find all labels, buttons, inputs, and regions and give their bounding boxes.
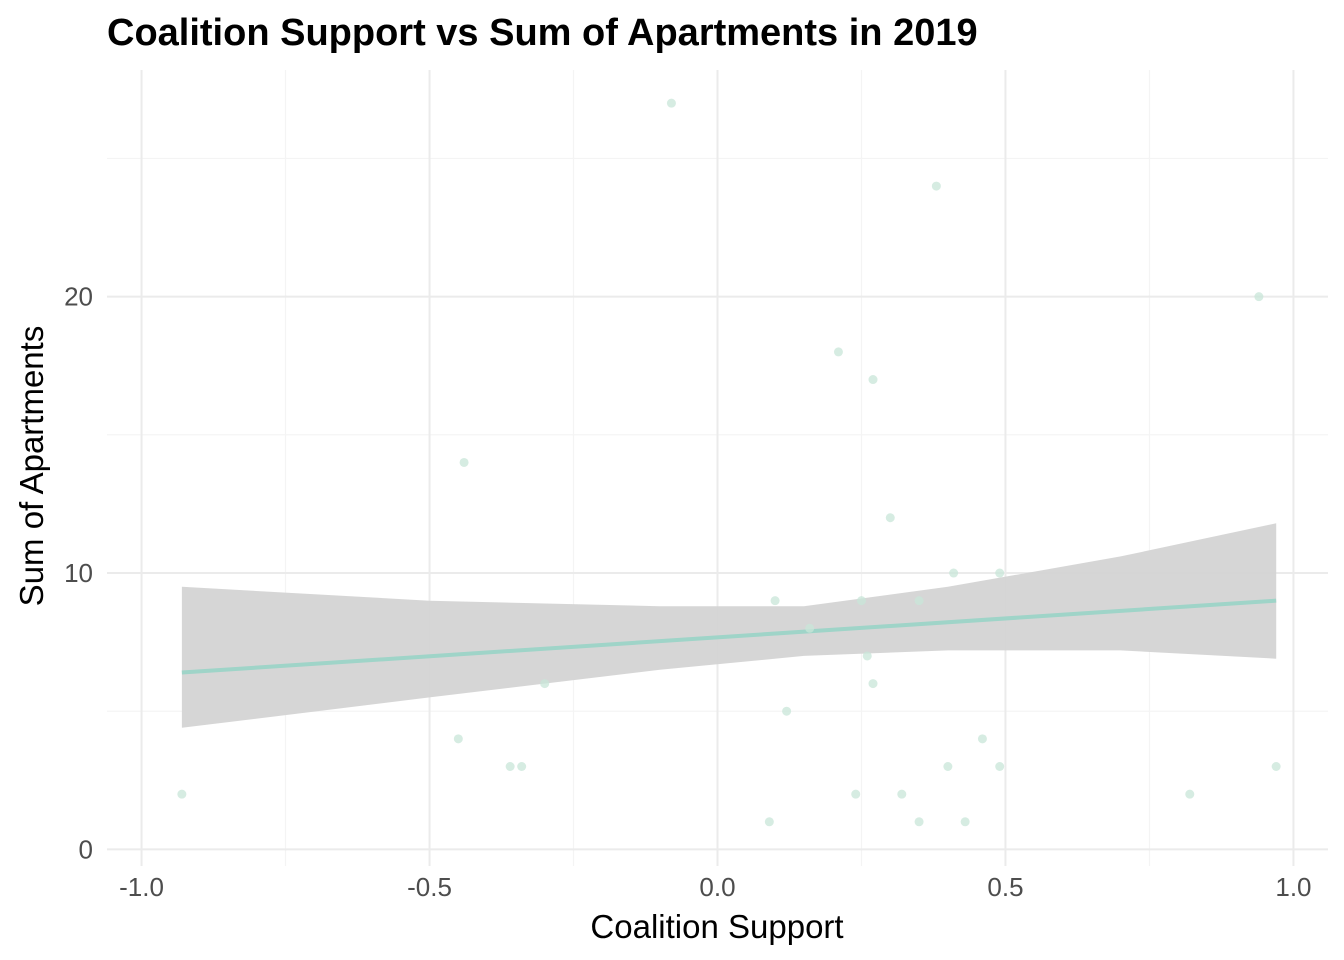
data-point (177, 789, 187, 799)
data-point (897, 789, 907, 799)
data-point (868, 375, 878, 385)
x-tick-label: 0.5 (987, 872, 1023, 902)
x-tick-label: 1.0 (1275, 872, 1311, 902)
data-point (833, 347, 843, 357)
data-point (995, 762, 1005, 771)
data-point (914, 596, 924, 606)
data-point (949, 568, 959, 578)
x-axis-label: Coalition Support (590, 908, 843, 945)
trend-line-layer (181, 598, 1277, 675)
trend-line (181, 598, 1277, 675)
data-point (517, 762, 527, 771)
y-tick-label: 0 (79, 834, 93, 864)
data-point (885, 513, 895, 523)
data-point (666, 98, 676, 108)
data-point (862, 651, 872, 661)
data-point (1271, 762, 1281, 771)
y-tick-label: 20 (64, 282, 93, 312)
data-point (851, 789, 861, 799)
data-point (453, 734, 463, 744)
confidence-ribbon-layer (181, 523, 1277, 728)
data-point (977, 734, 987, 744)
data-point (995, 568, 1005, 578)
data-point (764, 817, 774, 827)
x-tick-label: -0.5 (407, 872, 452, 902)
y-axis-label: Sum of Apartments (13, 326, 50, 607)
data-point (931, 181, 941, 191)
data-point (505, 762, 515, 771)
data-point (856, 596, 866, 606)
data-point (540, 679, 550, 689)
x-tick-label: 0.0 (699, 872, 735, 902)
confidence-ribbon (181, 523, 1277, 728)
data-point (914, 817, 924, 827)
data-point (1185, 789, 1195, 799)
data-point (868, 679, 878, 689)
x-tick-labels: -1.0 -0.5 0.0 0.5 1.0 (119, 872, 1311, 902)
y-tick-labels: 0 10 20 (64, 282, 93, 865)
data-point (770, 596, 780, 606)
chart-title: Coalition Support vs Sum of Apartments i… (107, 12, 978, 54)
data-point (459, 457, 469, 467)
y-tick-label: 10 (64, 558, 93, 588)
x-tick-label: -1.0 (119, 872, 164, 902)
data-point (960, 817, 970, 827)
data-point (782, 706, 792, 716)
data-point (943, 762, 953, 771)
points-layer (177, 98, 1281, 827)
data-point (1254, 292, 1264, 302)
data-point (805, 623, 815, 633)
grid-layer (107, 70, 1328, 866)
